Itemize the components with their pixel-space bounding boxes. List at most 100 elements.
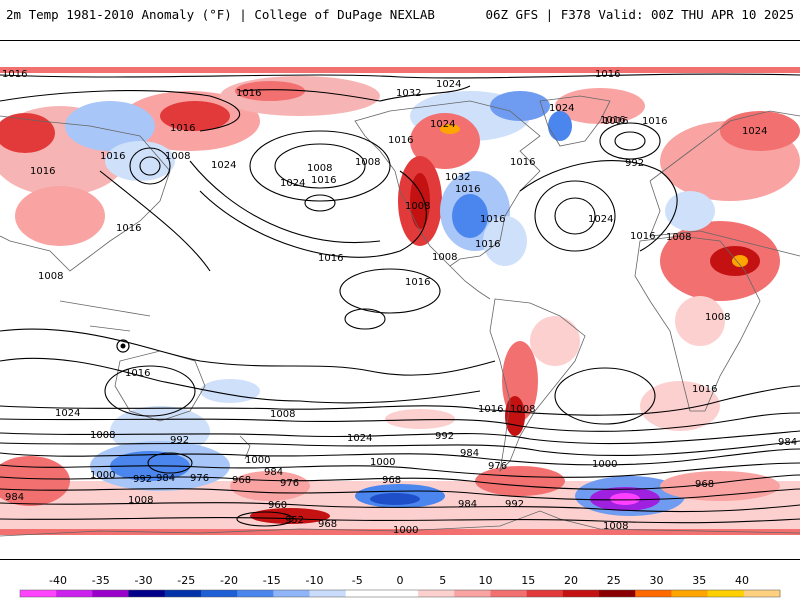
isobar bbox=[554, 197, 596, 235]
isobar-label: 1016 bbox=[630, 231, 655, 242]
color-scale-tick-label: 35 bbox=[692, 574, 706, 587]
isobar bbox=[0, 474, 800, 490]
isobar-label: 984 bbox=[156, 473, 175, 484]
isobar-labels: 1016 1016 1016 1024 1016 1032 1024 1016 … bbox=[2, 69, 797, 536]
isobar-contours bbox=[0, 73, 800, 527]
warm-anomaly-area bbox=[555, 88, 645, 124]
color-scale-swatch bbox=[128, 590, 166, 597]
isobar-label: 976 bbox=[190, 473, 209, 484]
isobar-label: 1024 bbox=[55, 408, 80, 419]
color-scale-swatch bbox=[707, 590, 745, 597]
color-scale-bar: -40 -35 -30 -25 -20 -15 -10 -5 0 5 10 15 20 25 30 35 40 bbox=[19, 574, 781, 598]
isobar-label: 1008 bbox=[38, 271, 63, 282]
color-scale-swatch bbox=[599, 590, 636, 597]
isobar bbox=[0, 448, 800, 466]
isobar-label: 1016 bbox=[100, 151, 125, 162]
isobar-label: 1024 bbox=[436, 79, 461, 90]
anomaly-shading bbox=[0, 67, 800, 535]
isobar-label: 1024 bbox=[430, 119, 455, 130]
coastline-north-america bbox=[354, 100, 541, 267]
isobar-label: 992 bbox=[435, 431, 454, 442]
color-scale-swatch bbox=[490, 590, 528, 597]
coastline-central-america bbox=[449, 265, 491, 300]
color-scale-tick-label: 15 bbox=[521, 574, 535, 587]
isobar bbox=[189, 160, 381, 244]
isobar bbox=[249, 130, 391, 202]
isobar-label: 1008 bbox=[666, 232, 691, 243]
color-scale-tick-label: 40 bbox=[735, 574, 749, 587]
coastline-greenland bbox=[539, 95, 611, 147]
warm-anomaly-area bbox=[230, 471, 310, 501]
isobar-label: 1016 bbox=[595, 69, 620, 80]
color-scale-tick-label: -30 bbox=[135, 574, 153, 587]
isobar-label: 1016 bbox=[475, 239, 500, 250]
color-scale-tick-label: -25 bbox=[177, 574, 195, 587]
isobar bbox=[519, 160, 678, 252]
isobar-label: 992 bbox=[170, 435, 189, 446]
isobar-label: 1016 bbox=[478, 404, 503, 415]
map-title: 2m Temp 1981-2010 Anomaly (°F) | College… bbox=[6, 7, 435, 22]
isobar-label: 992 bbox=[625, 158, 644, 169]
color-scale-swatch bbox=[635, 590, 672, 597]
isobar-label: 960 bbox=[268, 500, 287, 511]
cool-anomaly-area bbox=[452, 194, 488, 238]
isobar-label: 1008 bbox=[705, 312, 730, 323]
isobar-label: 1024 bbox=[742, 126, 767, 137]
color-scale-swatch bbox=[671, 590, 709, 597]
color-scale-tick-label: 25 bbox=[607, 574, 621, 587]
color-scale-tick-label: -40 bbox=[49, 574, 67, 587]
warm-anomaly-area bbox=[732, 255, 748, 267]
color-scale-tick-label: 0 bbox=[397, 574, 404, 587]
pressure-center-marker bbox=[116, 339, 130, 353]
cool-anomaly-area bbox=[665, 191, 715, 231]
isobar bbox=[0, 412, 800, 432]
cool-anomaly-area bbox=[65, 101, 155, 151]
isobar-label: 1016 bbox=[2, 69, 27, 80]
isobar bbox=[99, 170, 211, 272]
warm-anomaly-area bbox=[720, 111, 800, 151]
isobar-label: 1000 bbox=[90, 470, 115, 481]
isobar bbox=[344, 308, 386, 330]
color-scale-swatch bbox=[164, 590, 202, 597]
isobar-label: 1000 bbox=[370, 457, 395, 468]
isobar-label: 968 bbox=[382, 475, 401, 486]
isobar-label: 1000 bbox=[592, 459, 617, 470]
color-scale-swatch bbox=[526, 590, 564, 597]
coastline-new-zealand bbox=[239, 435, 251, 460]
warm-anomaly-area bbox=[0, 529, 800, 535]
color-scale-tick-label: 10 bbox=[479, 574, 493, 587]
warm-anomaly-area bbox=[475, 466, 565, 496]
color-scale-tick-label: -5 bbox=[352, 574, 363, 587]
cool-anomaly-area bbox=[490, 91, 550, 121]
isobar bbox=[0, 517, 800, 524]
isobar-label: 1016 bbox=[692, 384, 717, 395]
isobar-label: 1016 bbox=[30, 166, 55, 177]
color-scale-tick-label: 20 bbox=[564, 574, 578, 587]
isobar bbox=[104, 365, 196, 417]
isobar bbox=[339, 268, 441, 314]
anomaly-map: 1016 1016 1016 1024 1016 1032 1024 1016 … bbox=[0, 67, 800, 537]
color-scale-outline bbox=[19, 589, 781, 598]
isobar-label: 992 bbox=[505, 499, 524, 510]
isobar-label: 1008 bbox=[355, 157, 380, 168]
isobar-label: 984 bbox=[458, 499, 477, 510]
warm-anomaly-area bbox=[440, 124, 460, 134]
color-scale-swatch bbox=[562, 590, 600, 597]
warm-anomaly-area bbox=[0, 113, 55, 153]
isobar-label: 1008 bbox=[307, 163, 332, 174]
isobar bbox=[534, 180, 616, 252]
color-scale-tick-label: -20 bbox=[220, 574, 238, 587]
cool-anomaly-area bbox=[548, 111, 572, 141]
isobar-label: 1016 bbox=[388, 135, 413, 146]
isobar-label: 1016 bbox=[318, 253, 343, 264]
isobar-label: 1016 bbox=[236, 88, 261, 99]
isobar-label: 1016 bbox=[642, 116, 667, 127]
coastline-south-america bbox=[489, 298, 586, 473]
isobar bbox=[0, 430, 800, 445]
header-bar: 2m Temp 1981-2010 Anomaly (°F) | College… bbox=[0, 0, 800, 40]
coastline-maritime bbox=[59, 300, 151, 332]
isobar bbox=[0, 90, 241, 132]
color-scale-swatch bbox=[454, 590, 491, 597]
isobar-label: 968 bbox=[695, 479, 714, 490]
color-scale-swatch bbox=[418, 590, 455, 597]
